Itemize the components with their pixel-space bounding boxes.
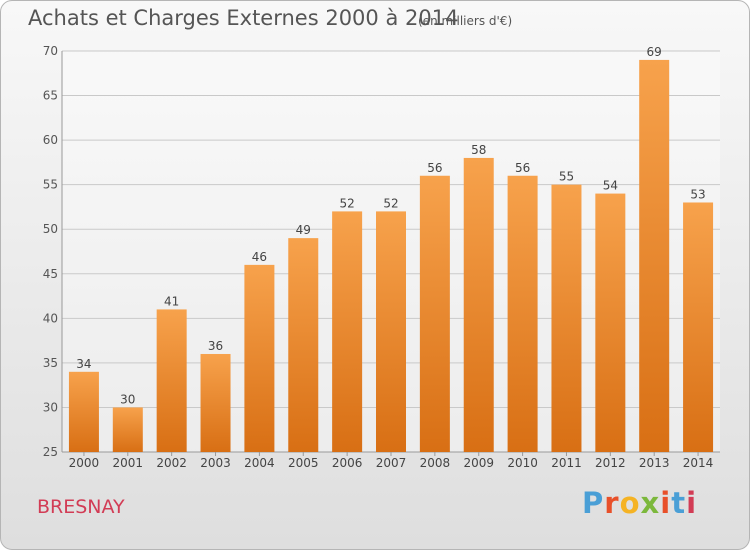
x-tick-label: 2011	[551, 456, 582, 470]
bar	[507, 175, 538, 452]
x-tick-label: 2009	[463, 456, 494, 470]
x-tick-label: 2005	[288, 456, 319, 470]
bar	[200, 353, 231, 452]
bar-value-label: 52	[339, 196, 354, 210]
brand-letter: o	[619, 486, 641, 520]
bar-value-label: 30	[120, 392, 135, 406]
brand-letter: t	[671, 486, 687, 520]
bar-value-label: 56	[515, 161, 530, 175]
bar	[376, 211, 406, 452]
y-tick-label: 55	[43, 178, 58, 192]
brand-letter: i	[660, 486, 672, 520]
y-tick-label: 60	[43, 133, 58, 147]
bar-value-label: 41	[164, 294, 179, 308]
bar-value-label: 69	[647, 45, 662, 59]
municipality-name: BRESNAY	[37, 496, 125, 518]
y-tick-label: 40	[43, 311, 58, 325]
bar-value-label: 53	[690, 187, 705, 201]
bar	[288, 238, 319, 452]
brand-letter: i	[686, 486, 698, 520]
bar	[463, 157, 494, 452]
brand-letter: r	[604, 486, 620, 520]
chart-title: Achats et Charges Externes 2000 à 2014	[28, 6, 459, 30]
x-tick-label: 2013	[639, 456, 670, 470]
chart-subtitle: (en milliers d'€)	[418, 14, 513, 28]
bar-value-label: 56	[427, 161, 442, 175]
brand-letter: P	[582, 486, 605, 520]
bar	[244, 264, 275, 452]
y-tick-label: 35	[43, 356, 58, 370]
bar-value-label: 49	[296, 223, 311, 237]
bar	[419, 175, 450, 452]
bar-value-label: 34	[76, 357, 91, 371]
y-tick-label: 65	[43, 89, 58, 103]
y-tick-label: 70	[43, 44, 58, 58]
x-tick-label: 2012	[595, 456, 626, 470]
brand-letter: x	[640, 486, 661, 520]
y-tick-label: 50	[43, 222, 58, 236]
bar-value-label: 36	[208, 339, 223, 353]
x-tick-label: 2010	[507, 456, 538, 470]
x-tick-label: 2008	[420, 456, 451, 470]
x-tick-label: 2007	[376, 456, 407, 470]
bar	[595, 193, 626, 453]
bar-value-label: 46	[252, 250, 267, 264]
x-tick-label: 2014	[683, 456, 714, 470]
bar	[639, 59, 670, 453]
bar	[332, 211, 363, 452]
bar	[683, 202, 714, 452]
y-tick-label: 30	[43, 400, 58, 414]
bar	[551, 184, 582, 452]
bar	[112, 407, 143, 452]
bar	[68, 371, 99, 452]
x-tick-label: 2004	[244, 456, 275, 470]
bar-value-label: 52	[383, 196, 398, 210]
y-tick-label: 45	[43, 267, 58, 281]
bar-value-label: 54	[603, 179, 618, 193]
bar-value-label: 58	[471, 143, 486, 157]
bar	[156, 309, 187, 452]
bar-value-label: 55	[559, 170, 574, 184]
proxiti-logo: Proxiti	[582, 486, 697, 520]
x-tick-label: 2001	[113, 456, 144, 470]
y-tick-label: 25	[43, 445, 58, 459]
x-tick-label: 2003	[200, 456, 231, 470]
x-tick-label: 2002	[156, 456, 187, 470]
x-tick-label: 2006	[332, 456, 363, 470]
x-tick-label: 2000	[69, 456, 100, 470]
